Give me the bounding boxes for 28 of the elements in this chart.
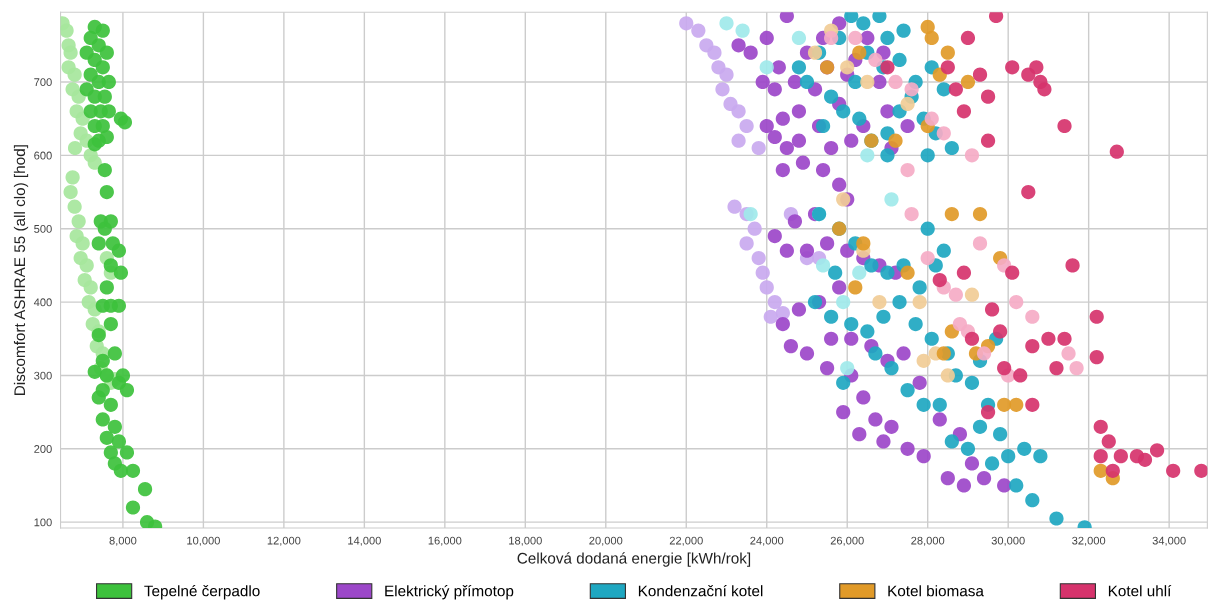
x-tick-label: 18,000	[509, 536, 542, 546]
y-tick-label: 100	[34, 518, 52, 527]
legend-label: Kondenzační kotel	[638, 584, 763, 597]
y-tick-label: 200	[34, 445, 52, 453]
x-tick-label: 26,000	[830, 536, 864, 546]
x-tick-label: 30,000	[991, 536, 1025, 546]
y-tick-label: 300	[34, 371, 52, 380]
x-tick-label: 34,000	[1152, 536, 1186, 546]
y-tick-label: 400	[33, 298, 52, 307]
x-tick-label: 10,000	[187, 536, 220, 546]
y-tick-label: 500	[34, 224, 52, 233]
legend-label: Kotel uhlí	[1108, 584, 1172, 597]
y-tick-label: 700	[34, 78, 52, 87]
x-tick-label: 8,000	[109, 536, 137, 546]
legend-label: Elektrický přímotop	[385, 584, 514, 600]
legend-label: Tepelné čerpadlo	[144, 584, 260, 600]
legend-label: Kotel biomasa	[888, 585, 984, 597]
y-tick-label: 600	[34, 151, 52, 160]
x-tick-label: 22,000	[669, 536, 703, 546]
x-tick-label: 16,000	[428, 536, 462, 546]
x-tick-label: 24,000	[750, 536, 784, 546]
x-tick-label: 12,000	[267, 536, 301, 546]
x-tick-label: 14,000	[348, 536, 381, 546]
x-tick-label: 28,000	[911, 536, 945, 546]
x-tick-label: 20,000	[589, 536, 623, 546]
x-axis-title: Celková dodaná energie [kWh/rok]	[517, 552, 751, 567]
y-axis-title: Discomfort ASHRAE 55 (all clo) [hod]	[13, 145, 29, 395]
x-tick-label: 32,000	[1072, 536, 1106, 546]
